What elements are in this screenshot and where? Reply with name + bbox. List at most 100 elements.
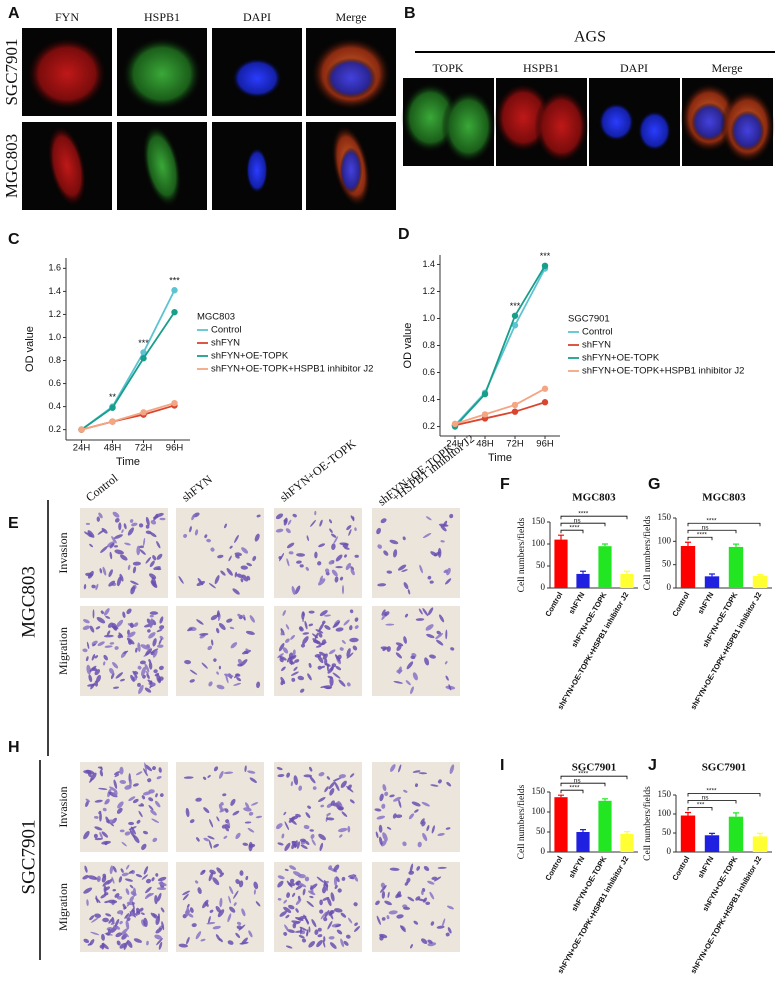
stained-cell bbox=[116, 619, 124, 628]
stained-cell bbox=[216, 627, 220, 634]
stained-cell bbox=[138, 684, 144, 694]
column-header: +HSPB1 inhibitor J2 bbox=[389, 431, 477, 504]
stained-cell bbox=[398, 764, 402, 773]
y-tick-label: 0.2 bbox=[48, 424, 61, 434]
stained-cell bbox=[393, 549, 398, 558]
stained-cell bbox=[189, 907, 194, 913]
stained-cell bbox=[196, 837, 200, 842]
point bbox=[109, 418, 116, 425]
stained-cell bbox=[431, 876, 438, 880]
stained-cell bbox=[154, 934, 163, 940]
stained-cell bbox=[216, 816, 220, 822]
stained-cell bbox=[396, 644, 402, 652]
stained-cell bbox=[277, 875, 285, 880]
stained-cell bbox=[142, 830, 149, 835]
stained-cell bbox=[308, 662, 312, 668]
transwell-image bbox=[176, 606, 264, 696]
panel-label: E bbox=[8, 515, 19, 532]
stained-cell bbox=[109, 786, 118, 792]
stained-cell bbox=[159, 625, 165, 630]
stained-cell bbox=[127, 631, 136, 638]
stained-cell bbox=[399, 925, 406, 933]
micrograph bbox=[117, 122, 207, 210]
stained-cell bbox=[347, 825, 351, 833]
stained-cell bbox=[291, 661, 295, 665]
stained-cell bbox=[121, 872, 129, 877]
stained-cell bbox=[132, 561, 141, 566]
stained-cell bbox=[340, 938, 345, 948]
stained-cell bbox=[91, 654, 96, 661]
stained-cell bbox=[287, 519, 292, 526]
panel-label: F bbox=[500, 476, 510, 493]
stained-cell bbox=[440, 525, 447, 532]
stained-cell bbox=[227, 940, 234, 945]
stained-cell bbox=[328, 781, 336, 790]
stained-cell bbox=[396, 914, 404, 919]
column-header: Merge bbox=[711, 61, 742, 75]
stained-cell bbox=[283, 811, 287, 816]
stained-cell bbox=[382, 832, 388, 842]
stained-cell bbox=[308, 941, 316, 948]
stained-cell bbox=[421, 890, 424, 896]
stained-cell bbox=[407, 589, 411, 595]
micrograph bbox=[680, 78, 775, 166]
panel-label: I bbox=[500, 757, 504, 774]
stained-cell bbox=[217, 614, 221, 622]
stained-cell bbox=[103, 608, 110, 616]
error-bar bbox=[757, 573, 763, 576]
stained-cell bbox=[297, 675, 305, 681]
stained-cell bbox=[133, 938, 142, 943]
micrograph bbox=[494, 78, 589, 166]
stained-cell bbox=[102, 566, 107, 576]
stained-cell bbox=[207, 916, 211, 924]
stained-cell bbox=[245, 648, 250, 652]
y-axis-label: Cell numbers/fields bbox=[642, 786, 653, 861]
stained-cell bbox=[387, 891, 390, 899]
series-line bbox=[454, 265, 546, 428]
legend-entry: Control bbox=[582, 327, 613, 338]
stained-cell bbox=[109, 668, 115, 675]
stained-cell bbox=[155, 512, 164, 518]
stained-cell bbox=[349, 799, 355, 804]
stained-cell bbox=[218, 665, 222, 670]
stained-cell bbox=[113, 534, 123, 539]
stained-cell bbox=[328, 909, 333, 916]
transwell-image bbox=[176, 862, 264, 952]
stained-cell bbox=[200, 938, 206, 942]
stained-cell bbox=[349, 637, 359, 643]
stained-cell bbox=[119, 942, 127, 949]
legend-entry: shFYN bbox=[211, 338, 240, 349]
y-tick-label: 150 bbox=[658, 789, 672, 799]
stained-cell bbox=[444, 569, 449, 574]
stained-cell bbox=[101, 527, 108, 534]
stained-cell bbox=[152, 913, 158, 918]
stained-cell bbox=[189, 819, 195, 824]
stained-cell bbox=[416, 865, 421, 871]
stained-cell bbox=[114, 918, 120, 927]
stained-cell bbox=[277, 842, 284, 846]
stained-cell bbox=[239, 870, 244, 876]
stained-cell bbox=[445, 629, 448, 640]
nucleus bbox=[325, 57, 377, 99]
stained-cell bbox=[209, 869, 216, 875]
stained-cell bbox=[248, 930, 253, 938]
stained-cell bbox=[154, 800, 161, 808]
stained-cell bbox=[119, 920, 123, 925]
stained-cell bbox=[292, 871, 302, 877]
bar bbox=[680, 815, 696, 852]
stained-cell bbox=[347, 917, 353, 924]
stained-cell bbox=[312, 633, 319, 639]
stained-cell bbox=[331, 543, 336, 550]
stained-cell bbox=[86, 641, 90, 650]
stained-cell bbox=[118, 522, 122, 531]
stained-cell bbox=[328, 936, 335, 940]
stained-cell bbox=[92, 643, 96, 647]
y-axis-label: Cell numbers/fields bbox=[516, 784, 527, 859]
image-background bbox=[372, 606, 460, 696]
stained-cell bbox=[301, 611, 305, 620]
stained-cell bbox=[326, 883, 328, 892]
stained-cell bbox=[149, 611, 159, 615]
stained-cell bbox=[435, 633, 444, 640]
stained-cell bbox=[437, 779, 442, 784]
stained-cell bbox=[327, 920, 333, 930]
